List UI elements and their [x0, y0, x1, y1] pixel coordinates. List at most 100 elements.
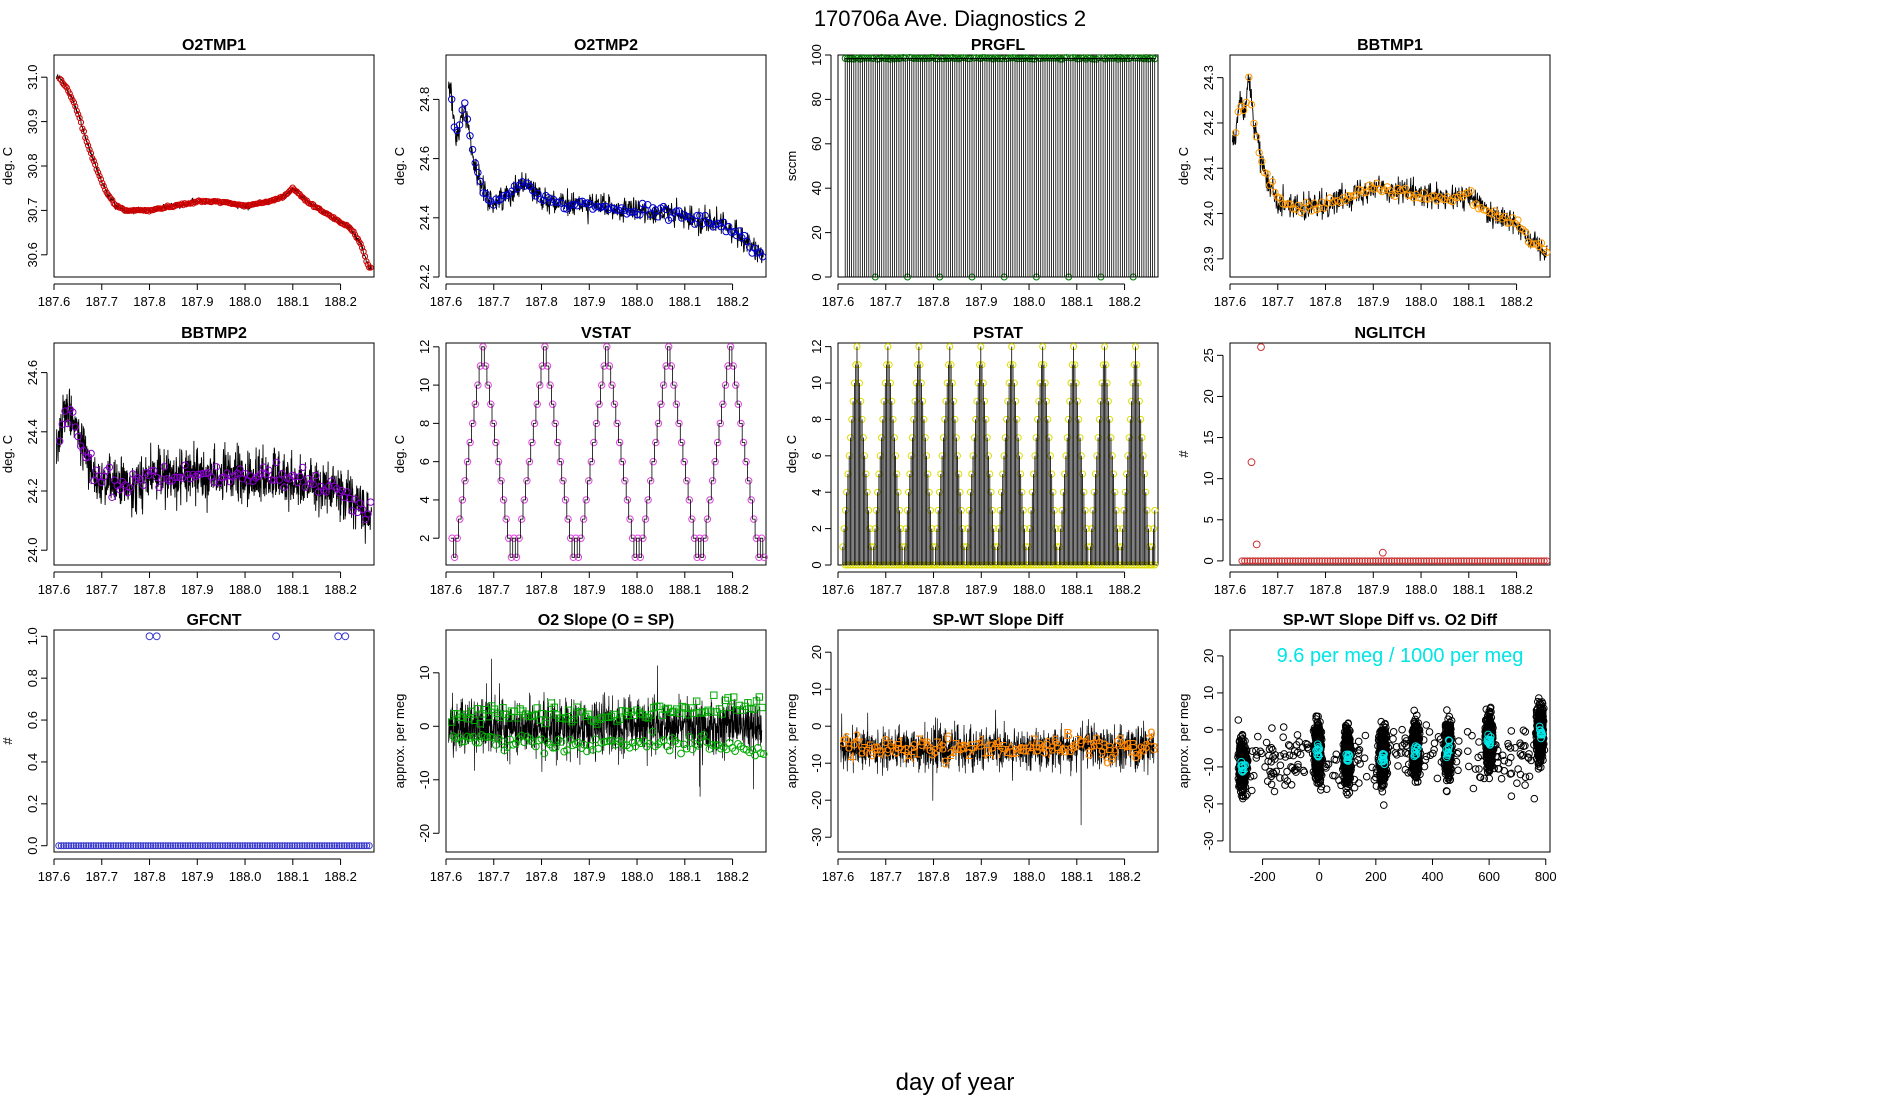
chart-o2tmp1-point [80, 128, 88, 135]
chart-vstat-point [693, 553, 701, 561]
chart-nglitch-baseline-point [1297, 557, 1305, 565]
chart-o2tmp1-point [244, 202, 251, 210]
chart-spwtvso2-point [1235, 744, 1244, 753]
chart-nglitch-x-tick-label: 187.8 [1309, 582, 1342, 597]
chart-o2tmp2-point [468, 145, 477, 154]
chart-bbtmp2-point [270, 476, 278, 484]
chart-bbtmp1-point [1537, 239, 1546, 247]
chart-gfcnt-baseline-point [224, 842, 232, 850]
chart-vstat-point [515, 534, 523, 542]
chart-vstat-point [567, 534, 575, 542]
chart-prgfl-x-tick-label: 187.7 [869, 294, 902, 309]
chart-pstat-x-tick-label: 187.7 [869, 582, 902, 597]
chart-spwtdiff-label-point: 9 [941, 755, 949, 772]
chart-spwtdiff-label-point: 6 [926, 741, 934, 758]
chart-bbtmp1-point [1454, 193, 1462, 202]
chart-nglitch-baseline-point [1423, 557, 1430, 565]
chart-gfcnt-baseline-point [112, 842, 120, 850]
chart-gfcnt-baseline-point [60, 842, 68, 850]
chart-gfcnt-baseline-point [85, 842, 93, 850]
chart-spwtdiff-label-point: 7 [970, 742, 978, 759]
chart-o2tmp1-point [198, 199, 205, 206]
chart-o2tmp2-point [636, 211, 644, 219]
chart-nglitch-baseline-point [1313, 557, 1321, 565]
chart-gfcnt-baseline-point [254, 842, 261, 850]
chart-spwtdiff-label-point: 4 [1004, 746, 1012, 763]
chart-o2tmp2-point [576, 197, 584, 206]
chart-bbtmp1-x-tick-label: 187.8 [1309, 294, 1342, 309]
chart-o2tmp1-x-tick-label: 187.6 [38, 294, 71, 309]
chart-gfcnt-title: GFCNT [186, 612, 241, 629]
chart-gfcnt-baseline-point [360, 842, 368, 850]
chart-vstat-point [481, 362, 490, 370]
chart-spwtdiff-x-tick-label: 187.8 [917, 869, 950, 884]
chart-o2slope-square-point [718, 710, 726, 718]
chart-bbtmp1-point [1294, 201, 1303, 210]
chart-bbtmp1-point [1255, 149, 1263, 157]
chart-nglitch-x-tick-label: 188.1 [1453, 582, 1486, 597]
chart-o2tmp2-point [461, 99, 469, 107]
chart-o2tmp1-point [82, 134, 89, 141]
chart-vstat-point [755, 553, 763, 561]
chart-spwtdiff-label-point: 8 [960, 739, 968, 756]
chart-gfcnt-point [272, 632, 281, 641]
chart-spwtdiff-label-point: B [922, 735, 932, 752]
chart-bbtmp1-point [1247, 100, 1256, 109]
chart-spwtdiff-label-point: 2 [1145, 731, 1153, 748]
chart-bbtmp2-point [126, 484, 135, 492]
chart-o2tmp2-point [745, 243, 754, 251]
chart-o2slope-circle-point [648, 727, 657, 736]
chart-bbtmp1-point [1263, 170, 1271, 178]
chart-nglitch-baseline-point [1275, 557, 1283, 565]
chart-bbtmp1-x-tick-label: 188.0 [1405, 294, 1438, 309]
chart-nglitch-baseline-point [1369, 557, 1377, 565]
chart-bbtmp1-x-tick-label: 187.6 [1214, 294, 1247, 309]
chart-o2tmp1-point [93, 166, 100, 173]
chart-gfcnt-baseline-point [239, 842, 247, 850]
chart-spwtdiff-label-point: 4 [1056, 742, 1064, 759]
chart-o2slope-x-tick-label: 187.6 [430, 869, 463, 884]
chart-spwtdiff-x-tick-label: 188.1 [1061, 869, 1094, 884]
chart-pstat-y-tick-label: 8 [809, 416, 824, 423]
chart-bbtmp2-point [84, 453, 93, 461]
chart-bbtmp2-point [61, 407, 69, 415]
chart-o2tmp2-point [547, 198, 555, 206]
chart-bbtmp1-point [1391, 192, 1399, 200]
chart-bbtmp1-point [1258, 157, 1266, 166]
chart-spwtdiff-label-point: A [904, 749, 914, 766]
chart-spwtdiff-label-point: 3 [1150, 740, 1158, 757]
chart-spwtdiff-label-point: 8 [1140, 741, 1148, 758]
chart-gfcnt-baseline-point [90, 842, 97, 850]
chart-nglitch-baseline-point [1241, 557, 1249, 565]
chart-bbtmp2-point [356, 499, 364, 507]
chart-o2tmp1-point [171, 202, 178, 210]
chart-nglitch-baseline-point [1476, 557, 1484, 565]
chart-gfcnt-baseline-point [194, 842, 202, 850]
chart-spwtdiff-label-point: A [1027, 741, 1037, 758]
chart-bbtmp2-point [100, 472, 108, 481]
chart-nglitch-ylabel: # [1176, 450, 1191, 458]
chart-o2slope-x-tick-label: 187.9 [573, 869, 606, 884]
chart-o2slope-square-point [749, 705, 758, 713]
chart-o2tmp1-x-tick-label: 187.8 [133, 294, 166, 309]
chart-gfcnt-baseline-point [256, 842, 264, 850]
chart-o2slope-circle-point [711, 741, 720, 750]
chart-o2tmp1-point [96, 172, 103, 179]
chart-vstat-y-tick-label: 10 [417, 378, 432, 392]
chart-gfcnt-baseline-point [174, 842, 182, 850]
chart-gfcnt-baseline-point [321, 842, 328, 850]
chart-spwtdiff-label-point: 4 [994, 734, 1002, 751]
chart-bbtmp2-point [142, 469, 150, 477]
chart-vstat-point [721, 381, 730, 389]
chart-bbtmp1-y-tick-label: 23.9 [1201, 246, 1216, 271]
chart-nglitch-baseline-point [1380, 557, 1388, 565]
chart-gfcnt-baseline-point [343, 842, 351, 850]
chart-gfcnt-baseline-point [124, 842, 132, 850]
chart-gfcnt-y-tick-label: 0.2 [25, 795, 40, 813]
chart-gfcnt-baseline-point [219, 842, 227, 850]
chart-gfcnt-baseline-point [102, 842, 110, 850]
